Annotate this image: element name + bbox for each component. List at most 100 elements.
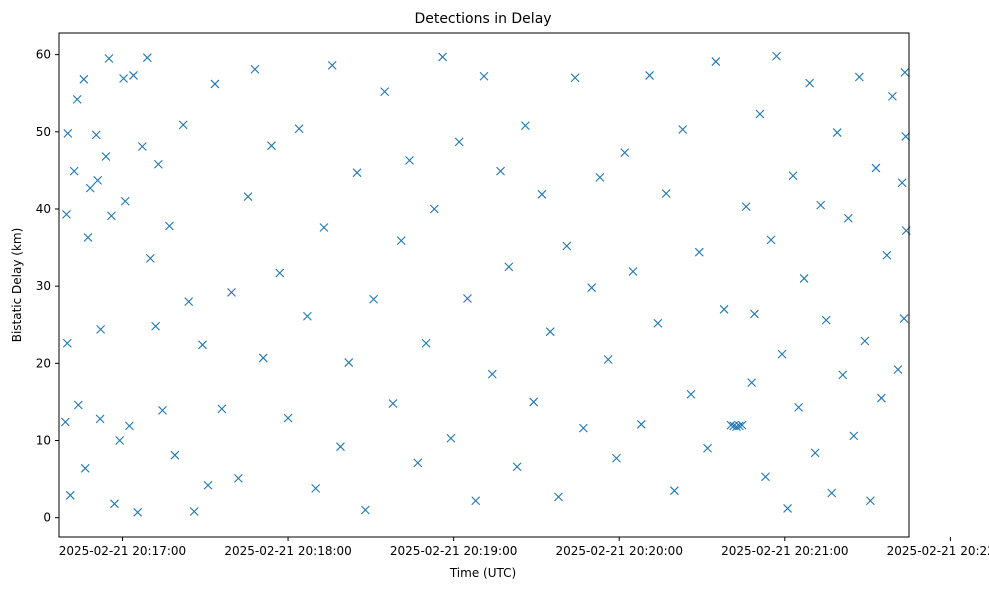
data-point	[421, 338, 431, 348]
y-tick-label: 20	[36, 356, 51, 370]
data-point	[95, 414, 105, 424]
data-point	[446, 433, 456, 443]
data-point	[678, 125, 688, 134]
data-point	[570, 73, 580, 83]
data-point	[865, 496, 875, 506]
data-point	[620, 148, 630, 158]
data-point	[529, 397, 539, 407]
y-tick-label: 10	[36, 434, 51, 448]
data-point	[900, 67, 910, 77]
data-point	[336, 442, 345, 452]
data-point	[120, 196, 130, 206]
x-tick-label: 2025-02-21 20:21:00	[721, 544, 848, 558]
data-point	[96, 324, 106, 334]
data-point	[294, 124, 304, 134]
data-point	[838, 370, 848, 380]
data-point	[901, 132, 911, 141]
data-point	[636, 419, 646, 429]
y-axis-label: Bistatic Delay (km)	[10, 228, 24, 343]
chart-title: Detections in Delay	[414, 11, 551, 27]
y-tick-label: 40	[36, 202, 51, 216]
data-point	[302, 311, 312, 321]
data-point	[670, 486, 679, 496]
data-point	[463, 294, 472, 303]
data-point	[711, 57, 721, 66]
data-point	[772, 51, 781, 61]
data-point	[133, 507, 143, 517]
data-point	[104, 54, 114, 63]
plot-frame	[58, 32, 910, 538]
data-point	[755, 109, 765, 119]
data-point	[198, 340, 207, 350]
data-point	[233, 473, 243, 483]
data-point	[83, 233, 93, 242]
data-point	[62, 338, 72, 348]
x-axis-label: Time (UTC)	[449, 566, 516, 580]
data-point	[587, 283, 597, 293]
data-point	[897, 178, 907, 188]
data-point	[686, 389, 696, 399]
data-point	[388, 399, 398, 408]
data-point	[554, 492, 563, 502]
data-point	[344, 358, 354, 367]
data-point	[227, 287, 236, 297]
data-point	[703, 443, 712, 453]
data-point	[115, 436, 125, 445]
data-point	[479, 71, 489, 81]
data-point	[603, 355, 613, 364]
data-markers	[60, 51, 911, 517]
data-point	[129, 71, 138, 80]
data-point	[653, 318, 663, 328]
data-point	[794, 402, 803, 412]
data-point	[734, 421, 744, 431]
data-point	[327, 61, 337, 70]
data-point	[783, 504, 792, 513]
data-point	[319, 223, 329, 232]
data-point	[805, 78, 815, 88]
data-point	[578, 423, 588, 433]
data-point	[849, 431, 859, 441]
data-point	[267, 141, 276, 151]
data-point	[521, 121, 530, 131]
data-point	[275, 268, 285, 278]
y-tick-label: 50	[36, 125, 51, 139]
data-point	[165, 221, 174, 231]
data-point	[189, 507, 199, 516]
data-point	[352, 168, 362, 178]
data-point	[843, 213, 853, 223]
data-point	[93, 176, 103, 185]
y-tick-label: 0	[43, 511, 51, 525]
data-point	[504, 262, 514, 272]
data-point	[777, 349, 787, 359]
data-point	[747, 378, 757, 388]
data-point	[737, 420, 747, 430]
data-point	[178, 120, 188, 130]
data-point	[73, 400, 83, 410]
data-point	[283, 413, 293, 423]
data-point	[832, 128, 842, 137]
data-point	[719, 304, 729, 314]
data-point	[871, 163, 881, 173]
data-point	[438, 52, 447, 62]
data-point	[119, 74, 128, 83]
data-point	[454, 137, 464, 147]
data-point	[512, 462, 522, 472]
data-point	[85, 183, 95, 193]
y-axis: 0 10 20 30 40 50 60	[36, 48, 59, 525]
data-point	[217, 404, 227, 414]
data-point	[827, 488, 837, 498]
data-point	[360, 505, 370, 515]
data-point	[496, 166, 505, 176]
data-point	[210, 79, 220, 89]
data-point	[628, 267, 638, 276]
data-point	[612, 453, 621, 463]
data-point	[788, 171, 798, 181]
data-point	[80, 463, 90, 473]
data-point	[888, 91, 897, 101]
data-point	[562, 241, 572, 251]
data-point	[413, 458, 423, 468]
data-point	[60, 417, 70, 427]
data-point	[69, 166, 79, 176]
data-point	[899, 314, 909, 323]
